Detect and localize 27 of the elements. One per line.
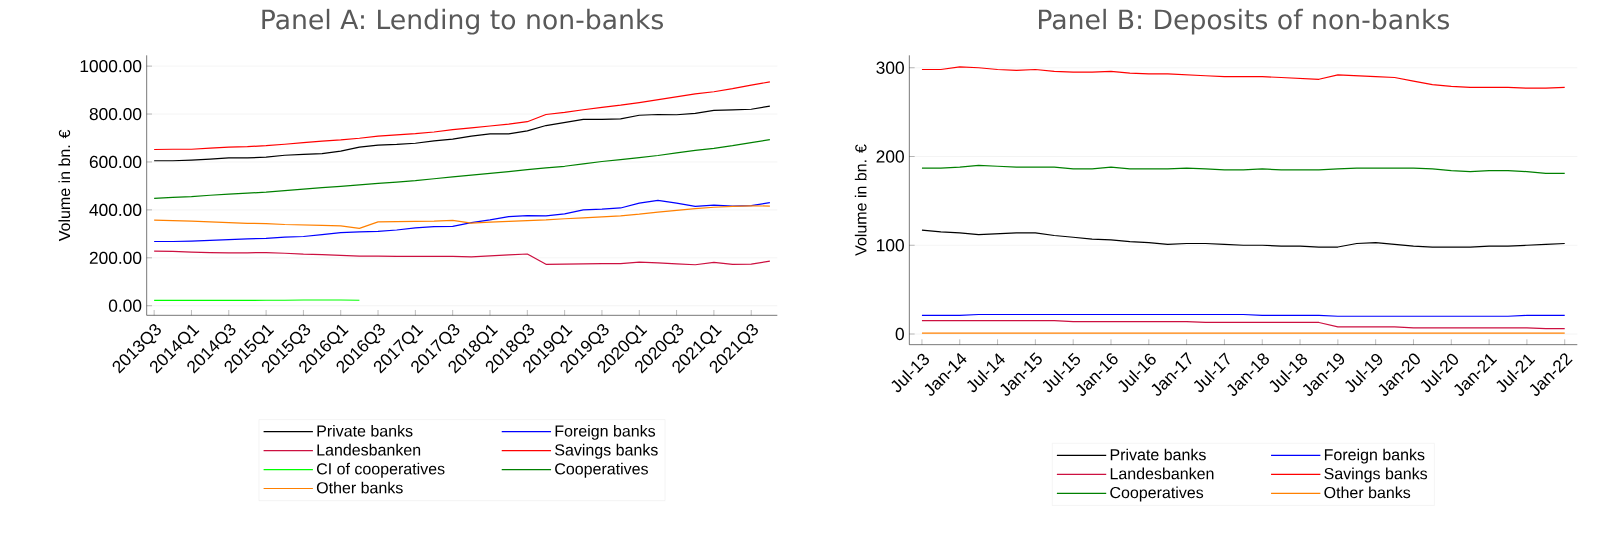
- legend-label: Other banks: [316, 481, 403, 494]
- y-tick-label: 200: [876, 150, 904, 163]
- y-axis-title: Volume in bn. €: [854, 144, 867, 256]
- legend-label: Private banks: [317, 424, 413, 437]
- y-tick-label: 800.00: [89, 107, 142, 121]
- legend-label: CI of cooperatives: [316, 462, 445, 478]
- legend-label: Savings banks: [1324, 467, 1428, 483]
- y-tick-label: 200.00: [89, 251, 142, 264]
- y-tick-label: 400.00: [89, 203, 142, 217]
- legend-label: Cooperatives: [555, 462, 648, 478]
- legend-label: Cooperatives: [1110, 486, 1204, 502]
- legend-label: Landesbanken: [317, 443, 421, 456]
- y-tick-label: 0.00: [108, 299, 142, 312]
- y-tick-label: 600.00: [89, 155, 142, 169]
- legend-label: Other banks: [1324, 486, 1411, 499]
- legend-label: Foreign banks: [555, 424, 656, 440]
- y-axis-title: Volume in bn. €: [58, 129, 71, 242]
- y-tick-label: 100: [877, 239, 904, 252]
- y-tick-label: 1000.00: [80, 59, 142, 73]
- legend-label: Foreign banks: [1324, 448, 1425, 464]
- legend-label: Landesbanken: [1110, 467, 1214, 480]
- chart-title: Panel B: Deposits of non-banks: [1039, 8, 1450, 35]
- y-tick-label: 300: [876, 61, 904, 74]
- legend-label: Private banks: [1110, 448, 1206, 461]
- chart-title: Panel A: Lending to non-banks: [262, 8, 663, 35]
- y-tick-label: 0: [895, 327, 904, 341]
- legend-label: Savings banks: [555, 443, 658, 459]
